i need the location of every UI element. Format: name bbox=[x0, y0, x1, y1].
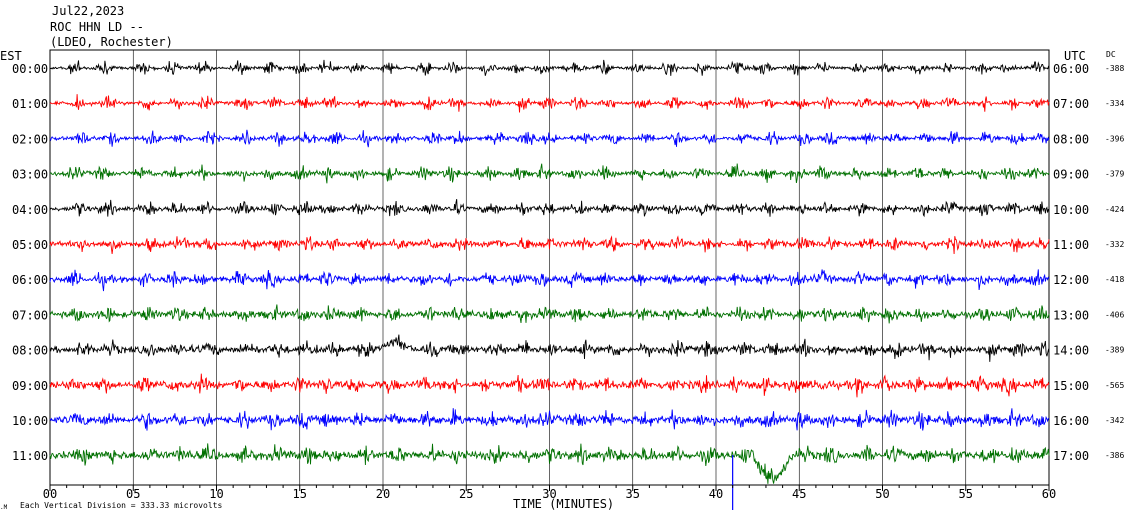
utc-label-1200: 12:00 bbox=[1053, 273, 1089, 287]
title-line-3: (LDEO, Rochester) bbox=[50, 35, 173, 49]
trace-row-0000 bbox=[49, 59, 1050, 76]
est-label-1100: 11:00 bbox=[12, 449, 48, 463]
x-tick-label-20: 20 bbox=[376, 487, 390, 501]
dc-value-1100: -386 bbox=[1105, 451, 1124, 460]
footer-marker: .M bbox=[0, 504, 8, 511]
dc-value-0400: -424 bbox=[1105, 205, 1124, 214]
utc-label-1000: 10:00 bbox=[1053, 203, 1089, 217]
footer-scale-note: Each Vertical Division = 333.33 microvol… bbox=[20, 501, 222, 510]
utc-label-0700: 07:00 bbox=[1053, 97, 1089, 111]
dc-value-0200: -396 bbox=[1105, 134, 1124, 143]
x-tick-label-30: 30 bbox=[542, 487, 556, 501]
est-label-0200: 02:00 bbox=[12, 132, 48, 146]
row-labels: 00:00 06:00 -388 01:00 07:00 -334 02:00 08:00 -3… bbox=[12, 62, 1124, 463]
trace-row-0500 bbox=[49, 235, 1050, 255]
x-tick-label-15: 15 bbox=[293, 487, 307, 501]
utc-label-1100: 11:00 bbox=[1053, 238, 1089, 252]
dc-value-0100: -334 bbox=[1105, 99, 1124, 108]
x-tick-label-45: 45 bbox=[792, 487, 806, 501]
utc-axis-label: UTC bbox=[1064, 49, 1086, 63]
trace-group bbox=[49, 59, 1050, 510]
utc-label-0900: 09:00 bbox=[1053, 168, 1089, 182]
dc-value-0800: -389 bbox=[1105, 346, 1124, 355]
x-tick-label-35: 35 bbox=[626, 487, 640, 501]
dc-value-0500: -332 bbox=[1105, 240, 1124, 249]
trace-row-1100 bbox=[49, 443, 1050, 484]
dc-value-1000: -342 bbox=[1105, 416, 1124, 425]
est-label-0600: 06:00 bbox=[12, 273, 48, 287]
est-label-0700: 07:00 bbox=[12, 308, 48, 322]
dc-value-0000: -388 bbox=[1105, 64, 1124, 73]
trace-row-0400 bbox=[49, 199, 1050, 218]
x-axis-ticks: 00 05 10 15 20 25 30 35 40 45 50 55 60 bbox=[43, 485, 1056, 501]
utc-label-1700: 17:00 bbox=[1053, 449, 1089, 463]
est-label-0800: 08:00 bbox=[12, 344, 48, 358]
trace-row-1000 bbox=[49, 408, 1050, 431]
dc-column-label: DC bbox=[1106, 50, 1116, 59]
est-label-1000: 10:00 bbox=[12, 414, 48, 428]
minute-gridlines bbox=[132, 50, 967, 485]
dc-value-0600: -418 bbox=[1105, 275, 1124, 284]
x-tick-label-00: 00 bbox=[43, 487, 57, 501]
dc-value-0900: -565 bbox=[1105, 381, 1124, 390]
utc-label-1300: 13:00 bbox=[1053, 308, 1089, 322]
x-tick-label-55: 55 bbox=[959, 487, 973, 501]
trace-row-0800 bbox=[49, 334, 1050, 362]
utc-label-1400: 14:00 bbox=[1053, 344, 1089, 358]
dc-value-0300: -379 bbox=[1105, 170, 1124, 179]
x-tick-label-25: 25 bbox=[459, 487, 473, 501]
utc-label-0800: 08:00 bbox=[1053, 132, 1089, 146]
est-label-0300: 03:00 bbox=[12, 168, 48, 182]
trace-row-0600 bbox=[49, 269, 1050, 292]
x-tick-label-40: 40 bbox=[709, 487, 723, 501]
trace-row-0300 bbox=[49, 163, 1050, 184]
est-label-0000: 00:00 bbox=[12, 62, 48, 76]
est-label-0500: 05:00 bbox=[12, 238, 48, 252]
title-line-2: ROC HHN LD -- bbox=[50, 20, 144, 34]
x-tick-label-60: 60 bbox=[1042, 487, 1056, 501]
est-axis-label: EST bbox=[0, 49, 22, 63]
trace-row-0900 bbox=[49, 373, 1050, 398]
x-tick-label-50: 50 bbox=[875, 487, 889, 501]
x-axis-label: TIME (MINUTES) bbox=[513, 497, 614, 511]
x-tick-label-05: 05 bbox=[126, 487, 140, 501]
dc-value-0700: -406 bbox=[1105, 310, 1124, 319]
utc-label-1500: 15:00 bbox=[1053, 379, 1089, 393]
utc-label-1600: 16:00 bbox=[1053, 414, 1089, 428]
utc-label-0600: 06:00 bbox=[1053, 62, 1089, 76]
est-label-0400: 04:00 bbox=[12, 203, 48, 217]
est-label-0100: 01:00 bbox=[12, 97, 48, 111]
trace-row-0700 bbox=[49, 304, 1050, 324]
trace-row-0200 bbox=[49, 129, 1050, 148]
trace-row-0100 bbox=[49, 94, 1050, 113]
x-tick-label-10: 10 bbox=[209, 487, 223, 501]
title-line-1: Jul22,2023 bbox=[52, 4, 124, 18]
est-label-0900: 09:00 bbox=[12, 379, 48, 393]
